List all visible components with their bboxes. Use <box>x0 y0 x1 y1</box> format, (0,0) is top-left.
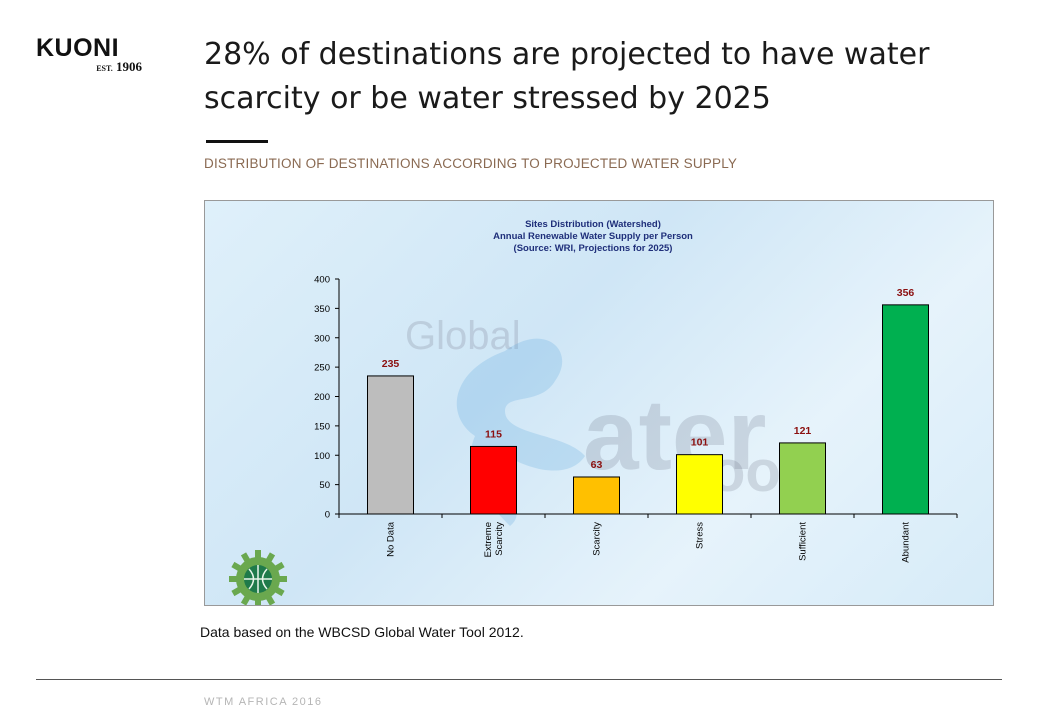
bar-abundant <box>882 304 929 515</box>
chart-frame: Global ater oo Sites Distribution (Watershe… <box>204 200 994 606</box>
bar-no-data <box>367 375 414 515</box>
emblem-gear-tooth <box>255 550 261 559</box>
x-category-label: Sufficient <box>798 522 809 561</box>
emblem-gear-tooth <box>255 599 261 605</box>
bar-value-label: 63 <box>591 459 603 471</box>
bar-value-label: 235 <box>382 358 400 370</box>
x-category-label: No Data <box>386 521 397 557</box>
y-tick-label: 150 <box>314 421 330 432</box>
footer-divider <box>36 679 1002 680</box>
bar-value-label: 101 <box>691 437 709 449</box>
y-tick-label: 0 <box>325 510 330 521</box>
watermark-text-global: Global <box>405 314 521 358</box>
y-tick-label: 200 <box>314 392 330 403</box>
headline-underline <box>206 140 268 143</box>
y-tick-label: 350 <box>314 304 330 315</box>
chart-title-line: Annual Renewable Water Supply per Person <box>493 231 693 242</box>
y-tick-label: 400 <box>314 275 330 286</box>
footer-event-label: WTM AFRICA 2016 <box>204 696 323 708</box>
y-tick-label: 50 <box>319 480 330 491</box>
kuoni-logo: KUONI EST. 1906 <box>36 36 146 75</box>
emblem-globe-lines <box>244 565 272 593</box>
x-category-label: Stress <box>695 522 706 549</box>
logo-wordmark: KUONI <box>36 34 120 62</box>
data-source-caption: Data based on the WBCSD Global Water Too… <box>200 624 524 640</box>
x-category-label: Extreme <box>483 522 494 557</box>
bar-sufficient <box>779 442 826 515</box>
bar-value-label: 115 <box>485 428 502 440</box>
y-tick-label: 300 <box>314 333 330 344</box>
y-tick-label: 100 <box>314 451 330 462</box>
watermark-text-ater: ater <box>583 379 766 491</box>
chart-title-line: (Source: WRI, Projections for 2025) <box>514 243 673 254</box>
bar-scarcity <box>573 476 620 515</box>
emblem-gear-tooth <box>229 576 238 582</box>
bar-stress <box>676 454 723 515</box>
x-category-label: Scarcity <box>592 522 603 556</box>
bar-extreme-scarcity <box>470 445 517 515</box>
chart-subtitle: DISTRIBUTION OF DESTINATIONS ACCORDING T… <box>204 156 738 171</box>
bar-value-label: 121 <box>794 425 812 437</box>
slide-headline: 28% of destinations are projected to hav… <box>204 37 930 116</box>
x-category-label: Scarcity <box>494 522 505 556</box>
bar-value-label: 356 <box>897 287 915 299</box>
logo-established: EST. 1906 <box>96 59 142 74</box>
emblem-gear-tooth <box>278 576 287 582</box>
x-category-label: Abundant <box>901 522 912 563</box>
chart-title-line: Sites Distribution (Watershed) <box>525 219 661 230</box>
y-tick-label: 250 <box>314 363 330 374</box>
